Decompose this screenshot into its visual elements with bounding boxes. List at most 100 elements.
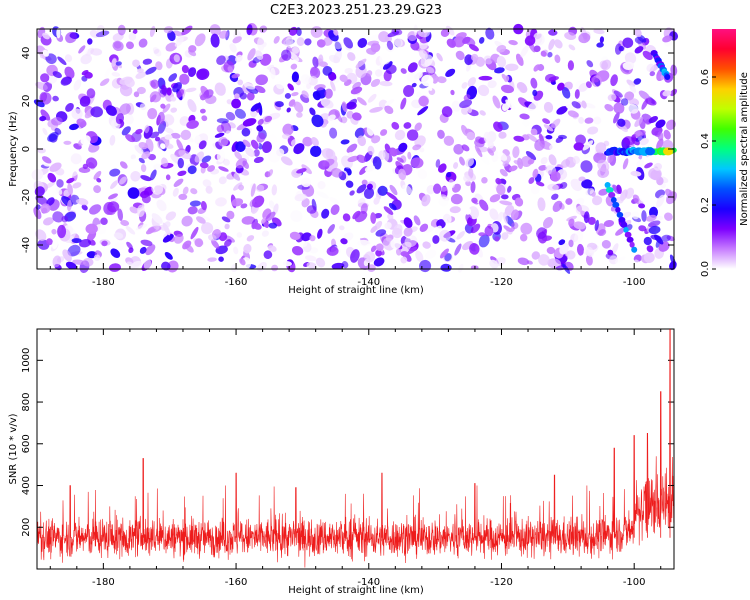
spectrogram-cell <box>157 111 165 125</box>
spectrogram-cell <box>542 118 551 124</box>
spectrogram-cell <box>361 179 368 186</box>
spectrogram-cell <box>383 206 394 215</box>
spectrogram-cell <box>110 248 121 258</box>
spectrogram-cell <box>200 94 207 101</box>
spectrogram-cell <box>147 108 158 120</box>
spectrogram-cell <box>286 107 291 113</box>
spectrogram-cell <box>463 94 471 101</box>
spectrogram-cell <box>554 54 561 64</box>
spectrogram-cell <box>585 246 594 258</box>
spectrogram-cell <box>511 222 519 230</box>
spectrogram-cell <box>643 236 652 246</box>
spectrogram-cell <box>329 127 338 139</box>
spectrogram-cell <box>641 210 647 222</box>
spectrogram-x-tick-label: -180 <box>92 277 115 288</box>
spectrogram-cell <box>320 98 334 109</box>
spectrogram-cell <box>631 211 640 220</box>
spectrogram-cell <box>575 134 586 145</box>
spectrogram-cell <box>649 71 656 77</box>
spectrogram-cell <box>309 107 316 116</box>
spectrogram-cell <box>233 246 239 255</box>
spectrogram-cell <box>615 227 626 236</box>
snr-y-tick-label: 600 <box>21 434 32 453</box>
spectrogram-cell <box>177 157 185 169</box>
spectrogram-cell <box>526 133 538 143</box>
spectrogram-cell <box>267 169 274 177</box>
spectrogram-cell <box>99 78 110 87</box>
spectrogram-cell <box>571 101 581 109</box>
spectrogram-cell <box>536 227 547 239</box>
spectrogram-cell <box>149 91 162 103</box>
spectrogram-cell <box>173 178 184 187</box>
snr-x-label: Height of straight line (km) <box>288 585 424 596</box>
spectrogram-cell <box>231 198 244 207</box>
spectrogram-cell <box>586 60 594 68</box>
spectrogram-cell <box>154 136 161 142</box>
spectrogram-cell <box>552 200 563 213</box>
spectrogram-cell <box>194 151 205 163</box>
spectrogram-cell <box>339 225 345 231</box>
spectrogram-cell <box>236 232 243 238</box>
spectrogram-cell <box>356 184 367 194</box>
snr-y-label: SNR (10 * v/v) <box>8 413 19 484</box>
spectrogram-cell <box>246 24 253 36</box>
spectrogram-cell <box>465 213 473 225</box>
spectrogram-cell <box>134 144 144 155</box>
spectrogram-cell <box>375 249 382 257</box>
spectrogram-cell <box>453 36 465 48</box>
spectrogram-cell <box>304 255 317 262</box>
spectrogram-cell <box>216 55 226 65</box>
spectrogram-cell <box>57 224 67 239</box>
spectrogram-cell <box>86 88 96 99</box>
spectrogram-cell <box>662 90 672 97</box>
spectrogram-cell <box>504 75 510 83</box>
spectrogram-cell <box>627 103 639 114</box>
spectrogram-cell <box>56 27 61 39</box>
spectrogram-cell <box>501 232 509 240</box>
spectrogram-cell <box>388 203 397 211</box>
spectrogram-cell <box>573 221 586 230</box>
spectrogram-cell <box>551 118 561 129</box>
spectrogram-cell <box>501 194 509 200</box>
spectrogram-cell <box>477 84 490 97</box>
spectrogram-cell <box>616 211 624 218</box>
spectrogram-cell <box>46 197 55 206</box>
spectrogram-cell <box>626 79 636 87</box>
spectrogram-cell <box>446 38 456 48</box>
spectrogram-cell <box>398 142 408 153</box>
spectrogram-cell <box>644 162 653 169</box>
spectrogram-cell <box>442 213 452 224</box>
spectrogram-cell <box>311 114 324 128</box>
spectrogram-cell <box>435 159 441 168</box>
spectrogram-cell <box>87 38 93 45</box>
spectrogram-cell <box>558 239 566 246</box>
spectrogram-cell <box>655 119 666 129</box>
spectrogram-cell <box>499 168 508 177</box>
spectrogram-cell <box>395 248 402 256</box>
spectrogram-cell <box>357 239 371 247</box>
spectrogram-cell <box>160 103 166 109</box>
spectrogram-cell <box>117 188 124 195</box>
spectrogram-cell <box>487 80 497 89</box>
spectrogram-cell <box>81 204 88 211</box>
spectrogram-cell <box>268 222 278 229</box>
spectrogram-cell <box>119 176 127 185</box>
spectrogram-cell <box>181 25 193 36</box>
spectrogram-cell <box>316 191 329 199</box>
spectrogram-cell <box>487 140 494 149</box>
spectrogram-cell <box>293 101 304 113</box>
spectrogram-cell <box>464 207 472 215</box>
spectrogram-cell <box>202 179 212 188</box>
spectrogram-cell <box>153 163 162 170</box>
spectrogram-cell <box>292 46 300 54</box>
spectrogram-cells <box>31 22 679 274</box>
spectrogram-cell <box>634 116 644 127</box>
spectrogram-cell <box>111 72 121 77</box>
spectrogram-cell <box>150 169 157 181</box>
spectrogram-cell <box>253 156 264 164</box>
spectrogram-cell <box>479 110 486 116</box>
spectrogram-cell <box>417 169 428 180</box>
spectrogram-cell <box>566 250 576 260</box>
spectrogram-cell <box>140 175 152 182</box>
spectrogram-cell <box>290 210 303 223</box>
